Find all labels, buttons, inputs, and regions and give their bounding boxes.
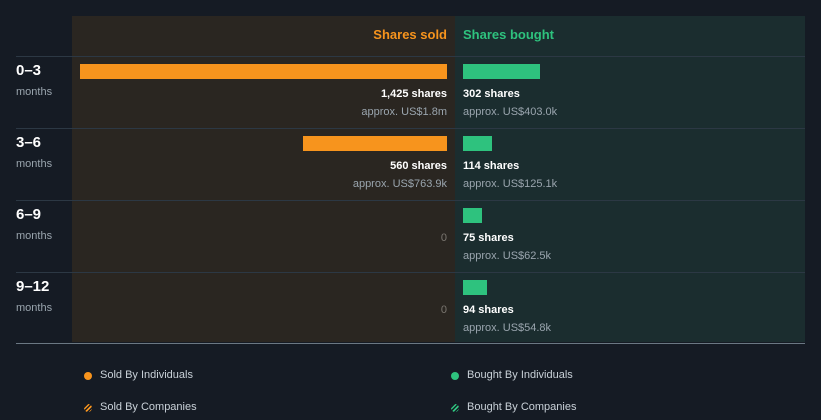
bought-bar xyxy=(463,208,482,223)
bought-bar xyxy=(463,280,487,295)
sold-shares-label: 560 shares xyxy=(390,160,447,172)
bought-companies-legend[interactable]: Bought By Companies xyxy=(467,401,577,413)
row-divider xyxy=(16,128,805,129)
bought-bar xyxy=(463,136,492,151)
row-divider xyxy=(16,200,805,201)
bought-approx-label: approx. US$125.1k xyxy=(463,178,558,190)
period-unit: months xyxy=(16,86,53,98)
chart-baseline xyxy=(16,343,805,344)
period-label: 0–3 xyxy=(16,62,42,79)
period-unit: months xyxy=(16,230,53,242)
row-divider xyxy=(16,56,805,57)
bought-approx-label: approx. US$54.8k xyxy=(463,322,552,334)
period-label: 9–12 xyxy=(16,278,50,295)
period-label: 6–9 xyxy=(16,206,42,223)
sold-approx-label: approx. US$763.9k xyxy=(352,178,447,190)
sold-individuals-legend[interactable]: Sold By Individuals xyxy=(100,369,193,381)
row-divider xyxy=(16,272,805,273)
period-unit: months xyxy=(16,158,53,170)
sold-companies-legend-icon xyxy=(84,404,92,412)
sold-zero-label: 0 xyxy=(440,232,447,244)
period-unit: months xyxy=(16,302,53,314)
sold-bar xyxy=(303,136,447,151)
bought-shares-label: 302 shares xyxy=(463,88,520,100)
period-label: 3–6 xyxy=(16,134,42,151)
shares-bought-header: Shares bought xyxy=(463,27,555,42)
sold-bar xyxy=(80,64,447,79)
bought-approx-label: approx. US$403.0k xyxy=(463,106,558,118)
bought-shares-label: 75 shares xyxy=(463,232,514,244)
sold-companies-legend[interactable]: Sold By Companies xyxy=(100,401,197,413)
shares-sold-header: Shares sold xyxy=(373,27,447,42)
bought-individuals-legend-icon xyxy=(451,372,459,380)
sold-shares-label: 1,425 shares xyxy=(380,88,447,100)
bought-approx-label: approx. US$62.5k xyxy=(463,250,552,262)
bought-individuals-legend[interactable]: Bought By Individuals xyxy=(467,369,573,381)
sold-individuals-legend-icon xyxy=(84,372,92,380)
bought-shares-label: 94 shares xyxy=(463,304,514,316)
bought-companies-legend-icon xyxy=(451,404,459,412)
sold-approx-label: approx. US$1.8m xyxy=(361,106,447,118)
bought-shares-label: 114 shares xyxy=(463,160,520,172)
sold-zero-label: 0 xyxy=(440,304,447,316)
bought-bar xyxy=(463,64,540,79)
